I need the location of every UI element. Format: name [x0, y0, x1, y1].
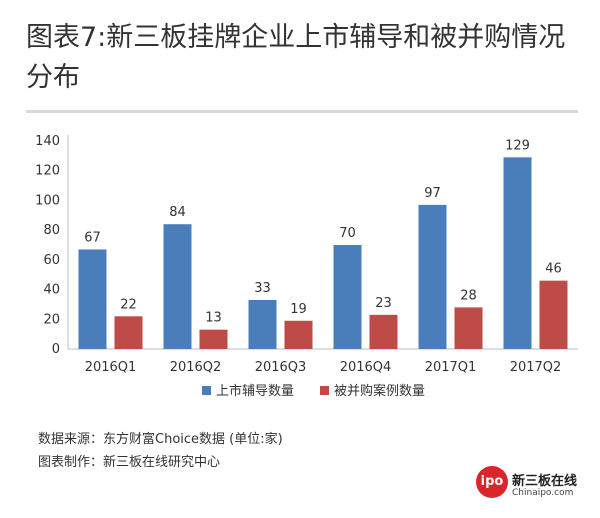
chart-data-labels: 67 84 33 70 97 129 22 13 19 23 28 46	[84, 138, 562, 325]
data-label: 23	[375, 296, 392, 311]
data-label: 13	[205, 311, 222, 326]
data-label: 84	[169, 205, 186, 220]
bar-listing-counseling	[503, 157, 532, 349]
chart-footer: 数据来源：东方财富Choice数据 (单位:家) 图表制作：新三板在线研究中心	[38, 428, 283, 474]
bar-merger-acquisition	[199, 329, 228, 349]
chart-legend: 上市辅导数量 被并购案例数量	[202, 383, 425, 399]
data-source-note: 数据来源：东方财富Choice数据 (单位:家)	[38, 432, 283, 447]
x-tick-label: 2016Q2	[170, 360, 222, 375]
logo-name: 新三板在线	[512, 474, 578, 489]
bar-listing-counseling	[248, 299, 277, 349]
legend-swatch-merger-acquisition	[320, 386, 329, 395]
y-tick-label: 120	[35, 164, 60, 179]
bar-merger-acquisition	[284, 320, 313, 349]
bar-merger-acquisition	[454, 307, 483, 349]
legend-label-merger-acquisition: 被并购案例数量	[334, 383, 425, 399]
logo-badge: ipo	[476, 466, 508, 498]
data-label: 97	[424, 186, 441, 201]
bar-listing-counseling	[333, 245, 362, 349]
data-label: 70	[339, 226, 356, 241]
bar-chart: 0 20 40 60 80 100 120 140 2016Q1 2016Q2 2016Q3 2016…	[35, 134, 578, 399]
bar-listing-counseling	[163, 224, 192, 349]
bar-merger-acquisition	[539, 280, 568, 349]
legend-swatch-listing-counseling	[202, 386, 211, 395]
data-label: 67	[84, 230, 101, 245]
y-tick-label: 40	[43, 283, 60, 298]
title-divider	[26, 110, 578, 113]
bar-merger-acquisition	[369, 314, 398, 349]
y-tick-label: 80	[43, 223, 60, 238]
y-tick-label: 0	[52, 342, 60, 357]
y-tick-label: 100	[35, 193, 60, 208]
legend-label-listing-counseling: 上市辅导数量	[216, 383, 294, 399]
bar-merger-acquisition	[114, 316, 143, 349]
bar-listing-counseling	[418, 204, 447, 349]
x-tick-label: 2016Q1	[85, 360, 137, 375]
data-label: 19	[290, 302, 307, 317]
data-label: 33	[254, 281, 271, 296]
chart-axes: 0 20 40 60 80 100 120 140 2016Q1 2016Q2 2016Q3 2016…	[35, 134, 578, 375]
chart-title: 图表7:新三板挂牌企业上市辅导和被并购情况分布	[26, 22, 566, 93]
chinaipo-logo: ipo 新三板在线 Chinaipo.com	[476, 464, 586, 512]
y-tick-label: 140	[35, 134, 60, 149]
data-label: 46	[545, 262, 562, 277]
chart-producer-note: 图表制作：新三板在线研究中心	[38, 455, 221, 470]
data-label: 129	[505, 138, 530, 153]
x-tick-label: 2017Q2	[510, 360, 562, 375]
data-label: 22	[120, 297, 137, 312]
data-label: 28	[460, 288, 477, 303]
x-tick-label: 2017Q1	[425, 360, 477, 375]
y-tick-label: 20	[43, 312, 60, 327]
x-tick-label: 2016Q4	[340, 360, 392, 375]
y-tick-label: 60	[43, 253, 60, 268]
bar-listing-counseling	[78, 249, 107, 349]
chart-bars	[78, 157, 568, 349]
logo-url: Chinaipo.com	[512, 488, 574, 498]
x-tick-label: 2016Q3	[255, 360, 307, 375]
